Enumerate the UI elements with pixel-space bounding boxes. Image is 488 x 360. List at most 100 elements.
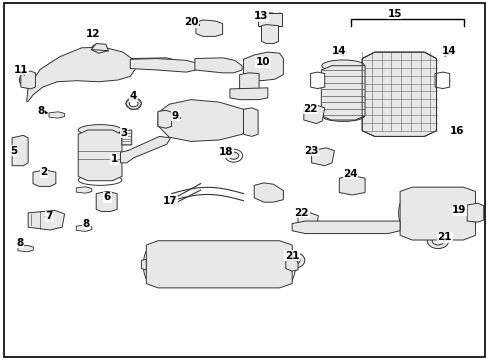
Ellipse shape xyxy=(20,72,37,88)
Text: 22: 22 xyxy=(302,104,317,113)
Text: 14: 14 xyxy=(331,46,346,56)
Ellipse shape xyxy=(283,252,304,268)
Ellipse shape xyxy=(458,196,476,230)
Text: 4: 4 xyxy=(130,91,137,101)
Polygon shape xyxy=(21,71,35,89)
Ellipse shape xyxy=(78,125,122,135)
Polygon shape xyxy=(229,88,267,100)
Polygon shape xyxy=(261,24,278,44)
Ellipse shape xyxy=(321,60,364,71)
Polygon shape xyxy=(434,72,449,89)
Polygon shape xyxy=(311,148,334,166)
Ellipse shape xyxy=(427,233,448,249)
Ellipse shape xyxy=(202,27,216,31)
Polygon shape xyxy=(120,136,170,163)
Ellipse shape xyxy=(34,171,54,182)
Ellipse shape xyxy=(258,13,262,16)
Polygon shape xyxy=(310,72,324,89)
Ellipse shape xyxy=(224,149,242,162)
Ellipse shape xyxy=(258,22,262,25)
Text: 10: 10 xyxy=(255,57,270,67)
Text: 17: 17 xyxy=(163,197,178,206)
Ellipse shape xyxy=(278,22,282,25)
Polygon shape xyxy=(362,52,436,136)
Ellipse shape xyxy=(276,246,295,285)
Polygon shape xyxy=(297,213,318,230)
Ellipse shape xyxy=(92,45,100,51)
Text: 8: 8 xyxy=(38,107,45,116)
Polygon shape xyxy=(96,192,117,211)
Polygon shape xyxy=(158,100,253,141)
Polygon shape xyxy=(76,225,92,231)
Polygon shape xyxy=(12,135,28,166)
Text: 22: 22 xyxy=(294,208,308,218)
Text: 21: 21 xyxy=(285,251,299,261)
Ellipse shape xyxy=(24,76,32,84)
Ellipse shape xyxy=(202,23,216,28)
Text: 11: 11 xyxy=(14,65,28,75)
Polygon shape xyxy=(33,170,56,186)
Polygon shape xyxy=(130,59,196,72)
Polygon shape xyxy=(243,108,258,136)
Ellipse shape xyxy=(143,246,163,285)
Polygon shape xyxy=(399,187,474,240)
Text: 13: 13 xyxy=(254,12,268,21)
Text: 16: 16 xyxy=(449,126,464,136)
Ellipse shape xyxy=(431,237,443,245)
Ellipse shape xyxy=(278,13,282,16)
Ellipse shape xyxy=(238,88,260,99)
Text: 6: 6 xyxy=(103,192,111,202)
Ellipse shape xyxy=(15,141,22,148)
Ellipse shape xyxy=(244,111,256,134)
Polygon shape xyxy=(339,176,365,195)
Polygon shape xyxy=(239,73,259,94)
Text: 3: 3 xyxy=(120,128,127,138)
Text: 15: 15 xyxy=(387,9,402,19)
Polygon shape xyxy=(131,58,176,68)
Polygon shape xyxy=(141,259,146,270)
Text: 20: 20 xyxy=(183,17,198,27)
Ellipse shape xyxy=(228,152,238,159)
Ellipse shape xyxy=(84,226,91,231)
Ellipse shape xyxy=(84,188,91,193)
Ellipse shape xyxy=(261,13,279,26)
Ellipse shape xyxy=(26,246,32,251)
Text: 23: 23 xyxy=(304,146,318,156)
Polygon shape xyxy=(122,130,131,145)
Ellipse shape xyxy=(250,56,277,79)
Polygon shape xyxy=(285,259,297,271)
Ellipse shape xyxy=(343,178,361,193)
Polygon shape xyxy=(291,221,399,234)
Polygon shape xyxy=(146,241,291,288)
Text: 8: 8 xyxy=(16,238,23,248)
Polygon shape xyxy=(243,52,283,81)
Polygon shape xyxy=(49,112,64,118)
Text: 12: 12 xyxy=(85,29,100,39)
Ellipse shape xyxy=(15,152,22,159)
Polygon shape xyxy=(196,20,222,36)
Ellipse shape xyxy=(435,74,449,87)
Ellipse shape xyxy=(398,196,415,230)
Text: 2: 2 xyxy=(41,167,48,177)
Ellipse shape xyxy=(321,110,364,121)
Polygon shape xyxy=(91,44,108,53)
Ellipse shape xyxy=(310,74,324,87)
Text: 8: 8 xyxy=(82,219,90,229)
Text: 21: 21 xyxy=(437,232,451,242)
Text: 24: 24 xyxy=(343,168,357,179)
Ellipse shape xyxy=(78,175,122,185)
Polygon shape xyxy=(76,187,92,193)
Ellipse shape xyxy=(202,31,216,35)
Ellipse shape xyxy=(125,98,141,109)
Text: 5: 5 xyxy=(10,146,17,156)
Text: 1: 1 xyxy=(110,154,118,164)
Text: 7: 7 xyxy=(45,211,53,221)
Text: 9: 9 xyxy=(172,111,179,121)
Polygon shape xyxy=(466,203,483,222)
Ellipse shape xyxy=(158,113,170,126)
Ellipse shape xyxy=(38,67,61,79)
Polygon shape xyxy=(158,111,171,128)
Polygon shape xyxy=(28,210,64,230)
Text: 14: 14 xyxy=(441,46,455,56)
Ellipse shape xyxy=(287,256,299,265)
